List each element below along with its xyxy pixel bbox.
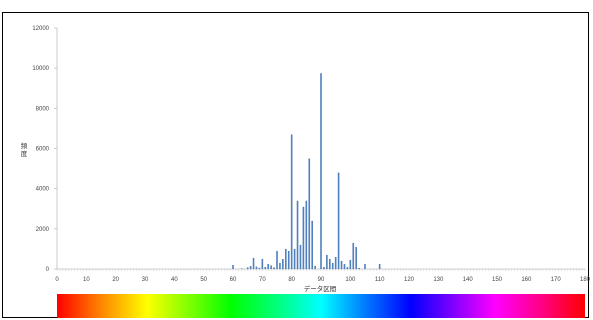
histogram-bar (282, 258, 284, 269)
histogram-bar (311, 220, 314, 269)
x-tick-label: 140 (463, 277, 474, 283)
histogram-bar (334, 256, 337, 269)
x-tick-label: 150 (492, 277, 503, 283)
x-tick-label: 30 (142, 277, 149, 283)
histogram-bar (305, 200, 308, 269)
y-tick-label: 12000 (32, 26, 49, 32)
histogram-bar (279, 262, 281, 269)
bars (232, 73, 381, 269)
histogram-bar (261, 258, 264, 269)
histogram-bar (358, 267, 360, 269)
x-tick-label: 80 (288, 277, 295, 283)
histogram-bar (276, 250, 278, 269)
x-tick-label: 10 (83, 277, 90, 283)
y-axis-title: 頻度 (21, 141, 28, 158)
x-axis: 0 10 20 30 40 50 60 70 80 90 100 110 120 130 140 150 160… (55, 268, 591, 283)
x-tick-label: 170 (551, 277, 562, 283)
histogram-bar (232, 264, 234, 269)
histogram-bar (337, 172, 340, 269)
histogram-bar (326, 254, 328, 269)
histogram-bar (355, 246, 358, 269)
y-tick-label: 0 (46, 267, 50, 273)
histogram-bar (249, 265, 252, 269)
histogram-bar (290, 134, 293, 269)
histogram-bar (284, 248, 287, 269)
x-tick-label: 60 (230, 277, 237, 283)
histogram-bar (349, 259, 352, 269)
color-spectrum-bar (57, 294, 585, 318)
histogram-bar (364, 263, 366, 269)
x-tick-label: 40 (171, 277, 178, 283)
chart-frame (2, 12, 589, 318)
x-tick-label: 120 (404, 277, 415, 283)
histogram-bar (246, 267, 249, 269)
histogram-bar (293, 248, 296, 269)
histogram-bar (323, 266, 325, 269)
x-tick-label: 0 (55, 277, 59, 283)
y-tick-label: 10000 (32, 66, 49, 72)
histogram-bar (302, 206, 305, 269)
histogram-bar (343, 263, 346, 269)
histogram-bar (270, 265, 272, 269)
x-tick-label: 180 (580, 277, 591, 283)
histogram-bar (314, 265, 316, 269)
histogram-bar (299, 244, 302, 269)
x-axis-title: データ区間 (304, 284, 337, 293)
x-tick-label: 100 (345, 277, 356, 283)
histogram-bar (378, 263, 381, 269)
histogram-bar (308, 158, 311, 269)
histogram-bar (346, 266, 349, 269)
histogram-bar (258, 267, 261, 269)
histogram-bar (352, 242, 355, 269)
histogram-bar (340, 260, 343, 269)
x-tick-label: 160 (521, 277, 532, 283)
x-tick-label: 110 (375, 277, 385, 283)
histogram-bar (267, 263, 270, 269)
histogram-bar (252, 257, 255, 269)
histogram-bar (264, 266, 267, 269)
y-tick-label: 4000 (36, 187, 50, 193)
histogram-bar (296, 200, 299, 269)
histogram-bar (320, 73, 322, 269)
histogram-bar (287, 250, 290, 269)
histogram-bar (328, 258, 331, 269)
x-tick-label: 50 (200, 277, 207, 283)
y-tick-label: 2000 (36, 227, 50, 233)
histogram-bar (273, 267, 275, 269)
y-axis: 0 2000 4000 6000 8000 10000 12000 (32, 26, 58, 273)
y-tick-label: 8000 (36, 106, 50, 112)
x-tick-label: 20 (112, 277, 119, 283)
histogram-bar (331, 262, 334, 269)
histogram-bar (240, 268, 243, 269)
y-tick-label: 6000 (36, 147, 50, 153)
x-tick-label: 90 (318, 277, 325, 283)
x-tick-label: 130 (433, 277, 444, 283)
histogram-bar (255, 266, 258, 269)
x-tick-label: 70 (259, 277, 266, 283)
